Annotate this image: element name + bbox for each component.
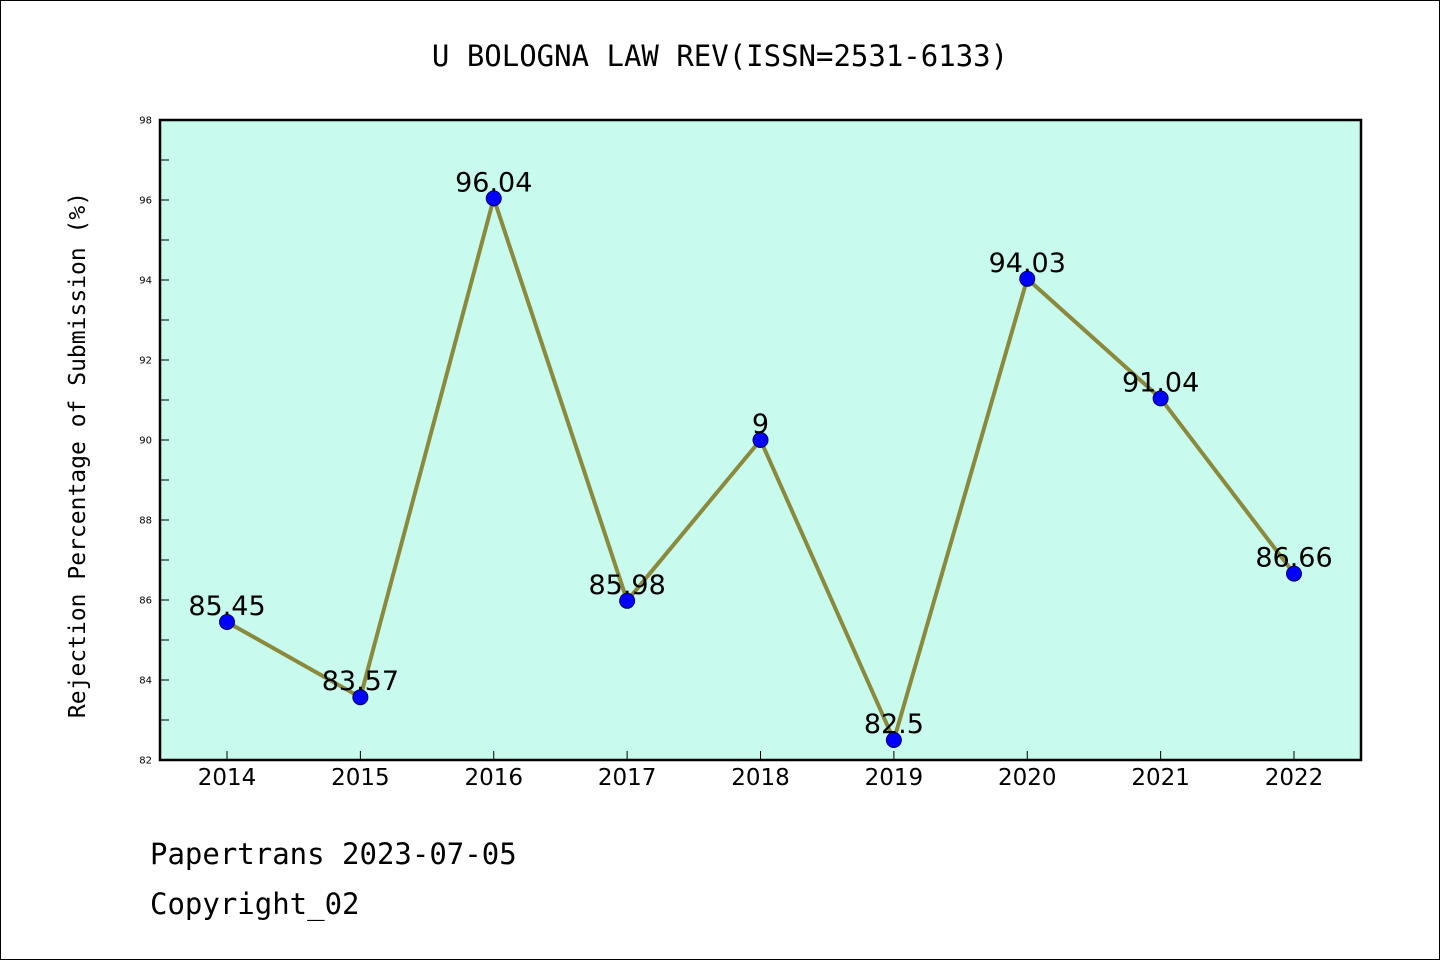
y-tick-label: 88 [139,516,152,527]
data-point-2021 [1152,390,1169,407]
y-tick-label: 94 [139,276,152,287]
x-tick-label: 2015 [331,765,390,791]
y-axis-label: Rejection Percentage of Submission (%) [65,192,91,718]
data-label-2014: 85.45 [188,591,265,622]
y-tick-label: 98 [139,116,152,127]
plot-border [158,118,1363,762]
y-tick-label: 92 [139,356,152,367]
data-label-2020: 94.03 [989,248,1066,279]
data-label-2016: 96.04 [455,167,532,198]
data-label-2019: 82.5 [864,709,924,740]
y-tick-label: 84 [139,676,152,687]
data-label-2015: 83.57 [322,666,399,697]
data-point-2015 [352,689,369,706]
chart-title: U BOLOGNA LAW REV(ISSN=2531-6133) [432,39,1008,73]
x-tick-label: 2017 [598,765,657,791]
footer-date: Papertrans 2023-07-05 [150,837,517,871]
data-point-2019 [885,732,902,748]
x-tick-label: 2020 [998,765,1057,791]
x-tick-label: 2016 [464,765,523,791]
y-axis: 82 84 86 88 90 92 94 96 98 [139,116,169,767]
data-point-2018 [752,432,769,448]
x-tick-label: 2014 [198,765,257,791]
data-markers [219,190,1302,748]
x-tick-label: 2022 [1265,765,1324,791]
footer-copyright: Copyright_02 [150,887,360,922]
data-label-2017: 85.98 [588,570,665,601]
x-tick-label: 2018 [731,765,790,791]
data-point-2016 [485,190,502,207]
data-labels: 85.45 83.57 96.04 85.98 9 82.5 94.03 91.04 86.66 [188,167,1332,740]
data-point-2022 [1286,565,1302,582]
y-tick-label: 82 [139,756,152,767]
x-axis: 2014 2015 2016 2017 2018 2019 2020 2021 2022 [198,751,1324,791]
data-point-2017 [619,592,636,609]
y-tick-label: 86 [139,596,152,607]
data-point-2014 [219,614,235,630]
x-tick-label: 2021 [1131,765,1190,791]
x-tick-label: 2019 [865,765,924,791]
y-tick-label: 96 [139,196,152,207]
y-tick-label: 90 [139,436,152,447]
data-label-2021: 91.04 [1122,367,1199,398]
data-point-2020 [1019,270,1036,287]
data-label-2018: 9 [752,409,769,440]
data-label-2022: 86.66 [1255,543,1332,574]
